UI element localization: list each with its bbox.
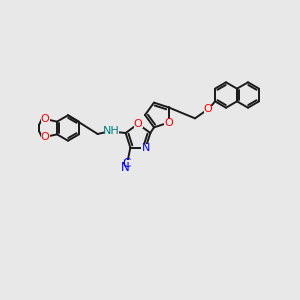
FancyBboxPatch shape	[134, 121, 142, 128]
FancyBboxPatch shape	[105, 127, 118, 135]
Text: N: N	[121, 161, 130, 174]
Text: NH: NH	[103, 126, 120, 136]
Text: O: O	[134, 119, 142, 129]
FancyBboxPatch shape	[164, 119, 173, 126]
Text: C: C	[122, 157, 130, 170]
FancyBboxPatch shape	[141, 144, 150, 151]
FancyBboxPatch shape	[40, 134, 50, 141]
Text: O: O	[40, 132, 50, 142]
Text: O: O	[164, 118, 173, 128]
FancyBboxPatch shape	[203, 106, 212, 113]
Text: N: N	[142, 142, 150, 152]
FancyBboxPatch shape	[122, 164, 129, 171]
Text: O: O	[40, 114, 50, 124]
FancyBboxPatch shape	[122, 160, 130, 167]
Text: O: O	[204, 104, 212, 114]
FancyBboxPatch shape	[40, 115, 50, 122]
